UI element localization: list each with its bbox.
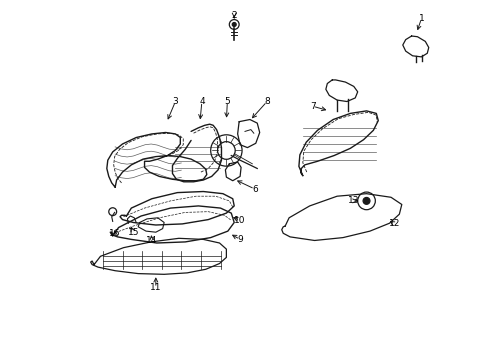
Circle shape [363, 197, 370, 204]
Text: 6: 6 [252, 184, 258, 194]
Text: 9: 9 [237, 235, 243, 244]
Text: 1: 1 [418, 14, 424, 23]
Text: 14: 14 [146, 236, 158, 245]
Text: 2: 2 [231, 10, 237, 19]
Text: 11: 11 [150, 284, 162, 292]
Text: 8: 8 [264, 97, 270, 106]
Text: 5: 5 [224, 97, 230, 106]
Circle shape [232, 23, 236, 26]
Text: 12: 12 [389, 219, 400, 228]
Text: 10: 10 [234, 216, 246, 225]
Text: 15: 15 [127, 228, 139, 237]
Text: 13: 13 [348, 197, 360, 205]
Text: 3: 3 [172, 97, 178, 106]
Text: 16: 16 [109, 230, 121, 238]
Text: 4: 4 [199, 97, 205, 106]
Text: 7: 7 [310, 102, 316, 111]
